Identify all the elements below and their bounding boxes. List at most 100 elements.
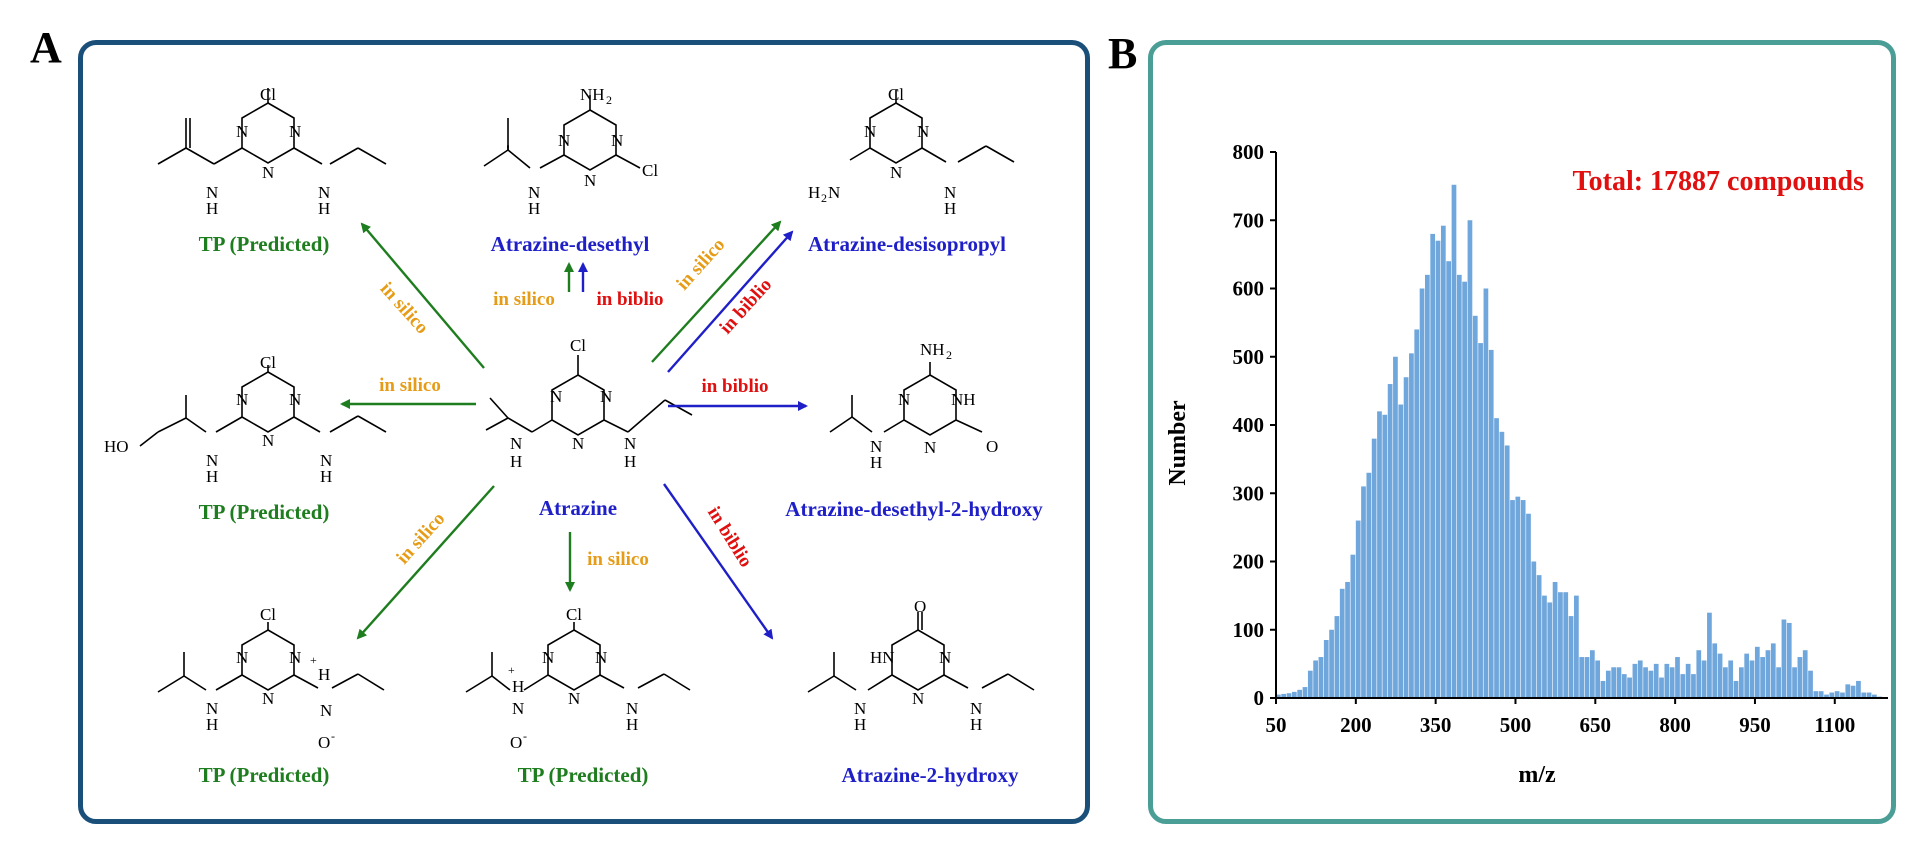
histogram-bar (1382, 414, 1388, 698)
atom-label: N (890, 163, 902, 182)
histogram-axes: 0 100 200 300 400 500 600 700 800 50 200 350 500 650 8… (1233, 140, 1888, 737)
histogram-bar (1435, 240, 1441, 698)
histogram-bar (1589, 650, 1595, 698)
label-tp-top-left: TP (Predicted) (199, 232, 330, 256)
histogram-bar (1840, 692, 1845, 698)
atom-label: Cl (566, 605, 582, 624)
atom-label: N (939, 648, 951, 667)
y-tick-label: 100 (1233, 618, 1265, 642)
histogram-bar (1770, 643, 1776, 698)
x-axis-label: m/z (1518, 762, 1556, 788)
histogram-bar (1845, 684, 1851, 698)
histogram-bar (1276, 694, 1281, 698)
atom-label: H (512, 677, 524, 696)
histogram-bar (1600, 680, 1606, 698)
atom-label: N (944, 183, 956, 202)
atom-label: N (320, 451, 332, 470)
histogram-bar (1430, 233, 1436, 698)
histogram-bar (1765, 650, 1771, 698)
histogram-bar (1627, 677, 1632, 698)
histogram-bar (1717, 653, 1723, 698)
histogram-bar (1749, 660, 1755, 698)
panel-letter-a: A (30, 23, 62, 72)
atom-label: H (318, 665, 330, 684)
histogram-bar (1371, 438, 1377, 698)
atom-label: N (206, 183, 218, 202)
atom-label: H (944, 199, 956, 218)
histogram-bar (1350, 554, 1356, 698)
atom-label: N (828, 183, 840, 202)
y-tick-label: 700 (1233, 208, 1265, 232)
atom-subscript: 2 (946, 348, 952, 362)
structure-tp-top-left (157, 88, 387, 165)
atom-label: H (870, 453, 882, 472)
histogram-bar (1632, 663, 1638, 698)
histogram-bar (1584, 657, 1590, 698)
atom-label: H (206, 715, 218, 734)
histogram-bar (1488, 349, 1494, 698)
histogram-bar (1552, 581, 1558, 698)
atom-label: N (512, 699, 524, 718)
atom-label: N (262, 689, 274, 708)
histogram-bar (1712, 643, 1718, 698)
histogram-bar (1579, 657, 1585, 698)
histogram-bar (1754, 646, 1760, 698)
arrow-to-hydroxy (663, 483, 774, 640)
histogram-bar (1574, 595, 1579, 698)
histogram-bar (1792, 667, 1797, 698)
structure-desisopropyl (849, 90, 1015, 164)
histogram-bar (1824, 694, 1829, 698)
y-tick-label: 500 (1233, 345, 1265, 369)
histogram-bar (1786, 622, 1792, 698)
atom-label: N (236, 390, 248, 409)
histogram-bar (1414, 329, 1420, 698)
histogram-bar (1685, 663, 1691, 698)
histogram-bar (1648, 670, 1654, 698)
histogram-bar (1680, 674, 1686, 698)
histogram-bar (1834, 691, 1840, 698)
route-label-in-silico: in silico (379, 375, 441, 396)
atom-label: N (236, 122, 248, 141)
structure-tp-bottom-mid (465, 622, 691, 693)
histogram-bar (1515, 496, 1521, 698)
atom-label: H (624, 452, 636, 471)
atom-label: N (318, 183, 330, 202)
histogram-bar (1723, 667, 1728, 698)
route-label-in-biblio: in biblio (596, 289, 663, 310)
atom-label: NH (951, 390, 976, 409)
arrow-to-desisopropyl-silico (651, 220, 782, 363)
x-tick-label: 1100 (1814, 713, 1855, 737)
atom-label: N (626, 699, 638, 718)
histogram-bar (1307, 670, 1313, 698)
histogram-bar (1872, 694, 1877, 698)
arrow-to-desisopropyl-biblio (667, 230, 794, 373)
histogram-bar (1462, 281, 1467, 698)
histogram-bar (1494, 418, 1499, 698)
histogram-bar (1776, 667, 1781, 698)
atom-label: N (289, 122, 301, 141)
atom-label: N (289, 648, 301, 667)
y-tick-label: 800 (1233, 140, 1265, 164)
histogram-bar (1861, 692, 1867, 698)
atom-label: H (318, 199, 330, 218)
y-tick-label: 600 (1233, 277, 1265, 301)
atom-label: N (289, 390, 301, 409)
atom-label: N (262, 163, 274, 182)
histogram-bar (1297, 689, 1303, 698)
atom-label: HO (104, 437, 129, 456)
x-tick-label: 350 (1420, 713, 1452, 737)
atom-label: N (898, 390, 910, 409)
atom-charge: - (523, 729, 527, 743)
atom-label: H (626, 715, 638, 734)
y-tick-label: 400 (1233, 413, 1265, 437)
atom-label: N (584, 171, 596, 190)
histogram-bar (1456, 274, 1462, 698)
histogram-bar (1467, 220, 1473, 698)
atom-charge: + (508, 663, 515, 677)
histogram-bar (1563, 592, 1569, 698)
histogram-bar (1675, 657, 1680, 698)
atom-charge: - (331, 729, 335, 743)
route-label-in-biblio: in biblio (701, 376, 768, 397)
histogram-bar (1472, 315, 1478, 698)
histogram-bar (1637, 660, 1643, 698)
